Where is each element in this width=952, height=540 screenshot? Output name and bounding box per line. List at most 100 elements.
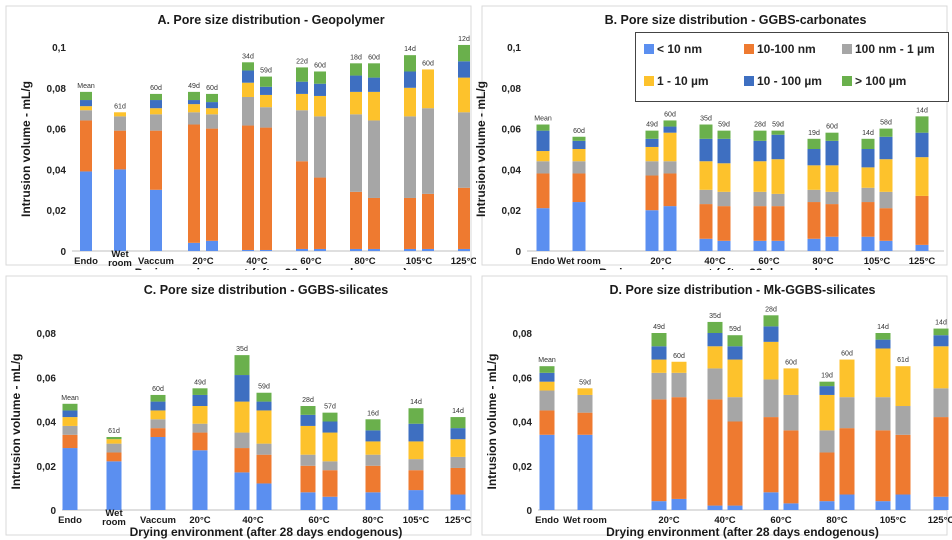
bar-segment-10_100nm <box>879 208 893 241</box>
bar-segment-10_100nm <box>404 197 416 249</box>
bar-segment-gt100um <box>350 63 362 76</box>
bar-segment-10_100nm <box>192 432 208 451</box>
bar-segment-gt100um <box>192 388 208 395</box>
x-tick-label: Vaccum <box>140 515 176 526</box>
bar-segment-lt10nm <box>727 505 743 510</box>
y-tick-label: 0,04 <box>502 165 522 176</box>
bar-segment-10_100um <box>645 138 659 147</box>
bar-segment-lt10nm <box>875 501 891 510</box>
x-tick-label: 125°C <box>451 256 476 267</box>
bar-label: 59d <box>729 326 741 333</box>
bar-segment-10_100um <box>933 335 949 347</box>
x-tick-label: 40°C <box>714 515 735 526</box>
bar-label: 59d <box>718 122 730 129</box>
bar-segment-100nm_1um <box>322 461 338 471</box>
y-tick-label: 0 <box>60 247 66 258</box>
legend-swatch <box>644 44 654 54</box>
bar-label: 58d <box>880 120 892 127</box>
bar-label: Mean <box>538 357 556 364</box>
bar-segment-1_10um <box>825 165 839 192</box>
bar-segment-10_100nm <box>753 206 767 241</box>
chart-title: D. Pore size distribution - Mk-GGBS-sili… <box>609 283 875 297</box>
bar-segment-100nm_1um <box>296 110 308 162</box>
bar-segment-10_100um <box>699 138 713 162</box>
bar-label: 60d <box>664 111 676 118</box>
bar-segment-1_10um <box>879 159 893 192</box>
bar-segment-10_100nm <box>80 120 92 172</box>
bar-segment-100nm_1um <box>106 443 122 453</box>
y-axis-label: Intrusion volume - mL/g <box>485 353 499 489</box>
bar-segment-gt100um <box>861 138 875 149</box>
bar-segment-10_100nm <box>771 206 785 241</box>
bar-segment-lt10nm <box>458 248 470 251</box>
x-axis-label: Drying environment (after 28 days endoge… <box>135 266 408 270</box>
bar-label: 14d <box>404 46 416 53</box>
bar-segment-gt100um <box>753 130 767 141</box>
bar-segment-100nm_1um <box>62 425 78 435</box>
panel-a-geopolymer-chart: A. Pore size distribution - Geopolymer 0 0… <box>0 0 476 270</box>
x-axis-label: Drying environment (after 28 days endoge… <box>606 525 879 539</box>
bar-segment-1_10um <box>783 368 799 395</box>
bar-segment-1_10um <box>861 167 875 188</box>
bar-segment-gt100um <box>645 130 659 139</box>
bar-segment-10_100nm <box>819 452 835 502</box>
y-tick-label: 0,02 <box>513 462 533 473</box>
bar-segment-1_10um <box>717 163 731 192</box>
x-tick-label: 125°C <box>909 256 936 267</box>
bar-segment-100nm_1um <box>150 419 166 429</box>
legend-label: 10-100 nm <box>757 42 816 56</box>
x-tick-label: 40°C <box>246 256 267 267</box>
legend-swatch <box>644 76 654 86</box>
bar-segment-100nm_1um <box>933 388 949 418</box>
bar-segment-gt100um <box>879 128 893 137</box>
bar-segment-gt100um <box>322 412 338 422</box>
bar-label: 60d <box>152 386 164 393</box>
bar-segment-1_10um <box>365 441 381 455</box>
legend-item-1-10um: 1 - 10 µm <box>644 74 709 88</box>
bar-segment-lt10nm <box>62 448 78 510</box>
bar-segment-100nm_1um <box>727 397 743 422</box>
bar-segment-10_100nm <box>458 187 470 249</box>
bar-label: 49d <box>653 324 665 331</box>
bar-segment-lt10nm <box>753 240 767 251</box>
bar-segment-1_10um <box>260 94 272 108</box>
bar-segment-1_10um <box>671 361 687 373</box>
bar-segment-10_100nm <box>825 204 839 237</box>
bar-segment-1_10um <box>408 441 424 460</box>
x-tick-label: 80°C <box>362 515 383 526</box>
bar-label: 14d <box>916 107 928 114</box>
bar-segment-10_100nm <box>671 397 687 499</box>
bar-segment-lt10nm <box>350 248 362 251</box>
bar-segment-lt10nm <box>707 505 723 510</box>
bar-label: 60d <box>150 85 162 92</box>
bar-segment-gt100um <box>365 419 381 431</box>
bar-segment-1_10um <box>895 366 911 407</box>
legend-swatch <box>842 44 852 54</box>
bar-segment-10_100um <box>807 149 821 166</box>
bar-segment-1_10um <box>819 394 835 431</box>
x-tick-label: 105°C <box>403 515 430 526</box>
bar-segment-10_100nm <box>206 128 218 241</box>
bar-segment-1_10um <box>256 410 272 444</box>
bar-segment-1_10um <box>577 388 593 395</box>
bar-segment-100nm_1um <box>753 191 767 207</box>
panel-border <box>481 5 948 266</box>
legend-label: 1 - 10 µm <box>657 74 709 88</box>
bar-segment-100nm_1um <box>671 372 687 398</box>
y-tick-label: 0,06 <box>502 125 522 136</box>
bar-segment-100nm_1um <box>450 456 466 468</box>
bar-label: 60d <box>314 62 326 69</box>
bar-segment-lt10nm <box>699 238 713 251</box>
bar-segment-gt100um <box>915 116 929 133</box>
bar-segment-100nm_1um <box>699 189 713 205</box>
bar-segment-10_100um <box>234 375 250 402</box>
bar-segment-100nm_1um <box>663 161 677 174</box>
bar-segment-10_100um <box>763 326 779 342</box>
bar-segment-lt10nm <box>645 210 659 251</box>
bar-segment-100nm_1um <box>365 454 381 466</box>
bar-segment-1_10um <box>707 346 723 369</box>
bar-segment-gt100um <box>807 138 821 149</box>
bar-label: 60d <box>841 351 853 358</box>
bar-segment-gt100um <box>242 62 254 71</box>
x-tick-label: room <box>102 517 126 528</box>
